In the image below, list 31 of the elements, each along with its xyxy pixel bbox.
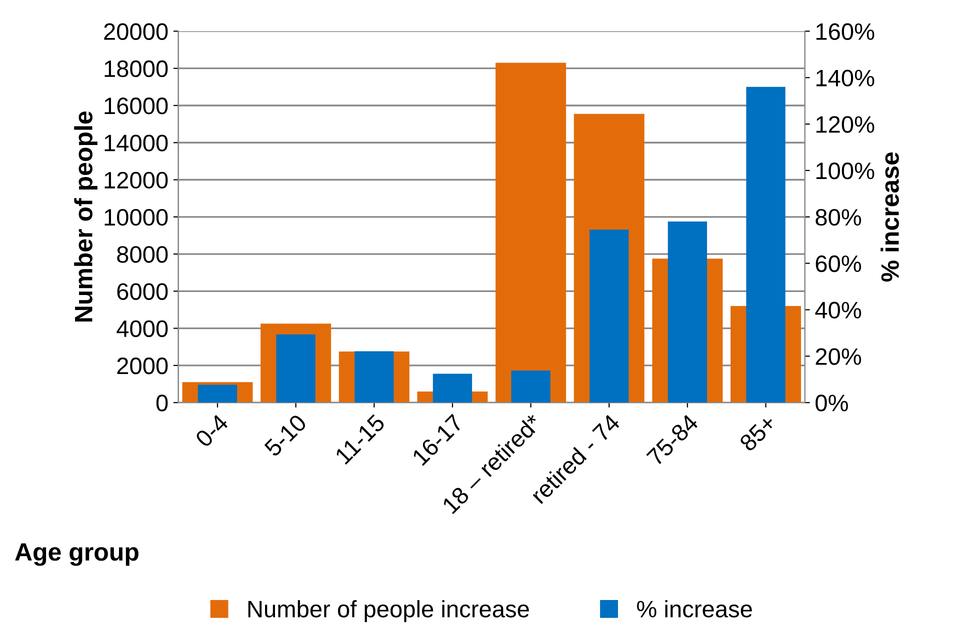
y-tick-label: 4000	[116, 320, 168, 338]
x-axis-title: Age group	[15, 543, 138, 566]
x-tick-label: 0-4	[194, 413, 230, 448]
bar	[511, 370, 550, 403]
y-tick-label: 10000	[104, 208, 168, 226]
y2-tick-label: 80%	[816, 208, 862, 226]
y2-tick-label: 0%	[816, 394, 848, 412]
x-tick-label: 5-10	[264, 413, 308, 458]
y-tick-label: 14000	[104, 134, 168, 152]
y2-axis-title: % increase	[880, 152, 899, 282]
legend-label: % increase	[637, 600, 752, 618]
bar	[496, 62, 566, 403]
y-tick-label: 2000	[117, 358, 168, 374]
y-tick-label: 6000	[117, 283, 168, 300]
y-axis-title: Number of people	[74, 111, 98, 322]
y-tick-label: 0	[156, 394, 168, 412]
x-tick-label: 85+	[738, 414, 778, 452]
bar	[590, 230, 629, 403]
y2-tick-label: 60%	[816, 255, 862, 272]
y2-tick-label: 20%	[816, 348, 862, 365]
y-tick-label: 8000	[117, 246, 168, 263]
y2-tick-label: 160%	[816, 23, 874, 40]
y2-tick-label: 40%	[815, 302, 862, 319]
y-tick-label: 12000	[104, 172, 168, 189]
y2-tick-label: 140%	[816, 70, 874, 86]
y-tick-label: 20000	[104, 23, 168, 40]
y2-tick-label: 120%	[816, 116, 874, 133]
legend-label: Number of people increase	[248, 600, 529, 622]
y2-tick-label: 100%	[816, 162, 874, 180]
y-tick-label: 18000	[104, 60, 168, 78]
y-tick-label: 16000	[104, 98, 168, 114]
